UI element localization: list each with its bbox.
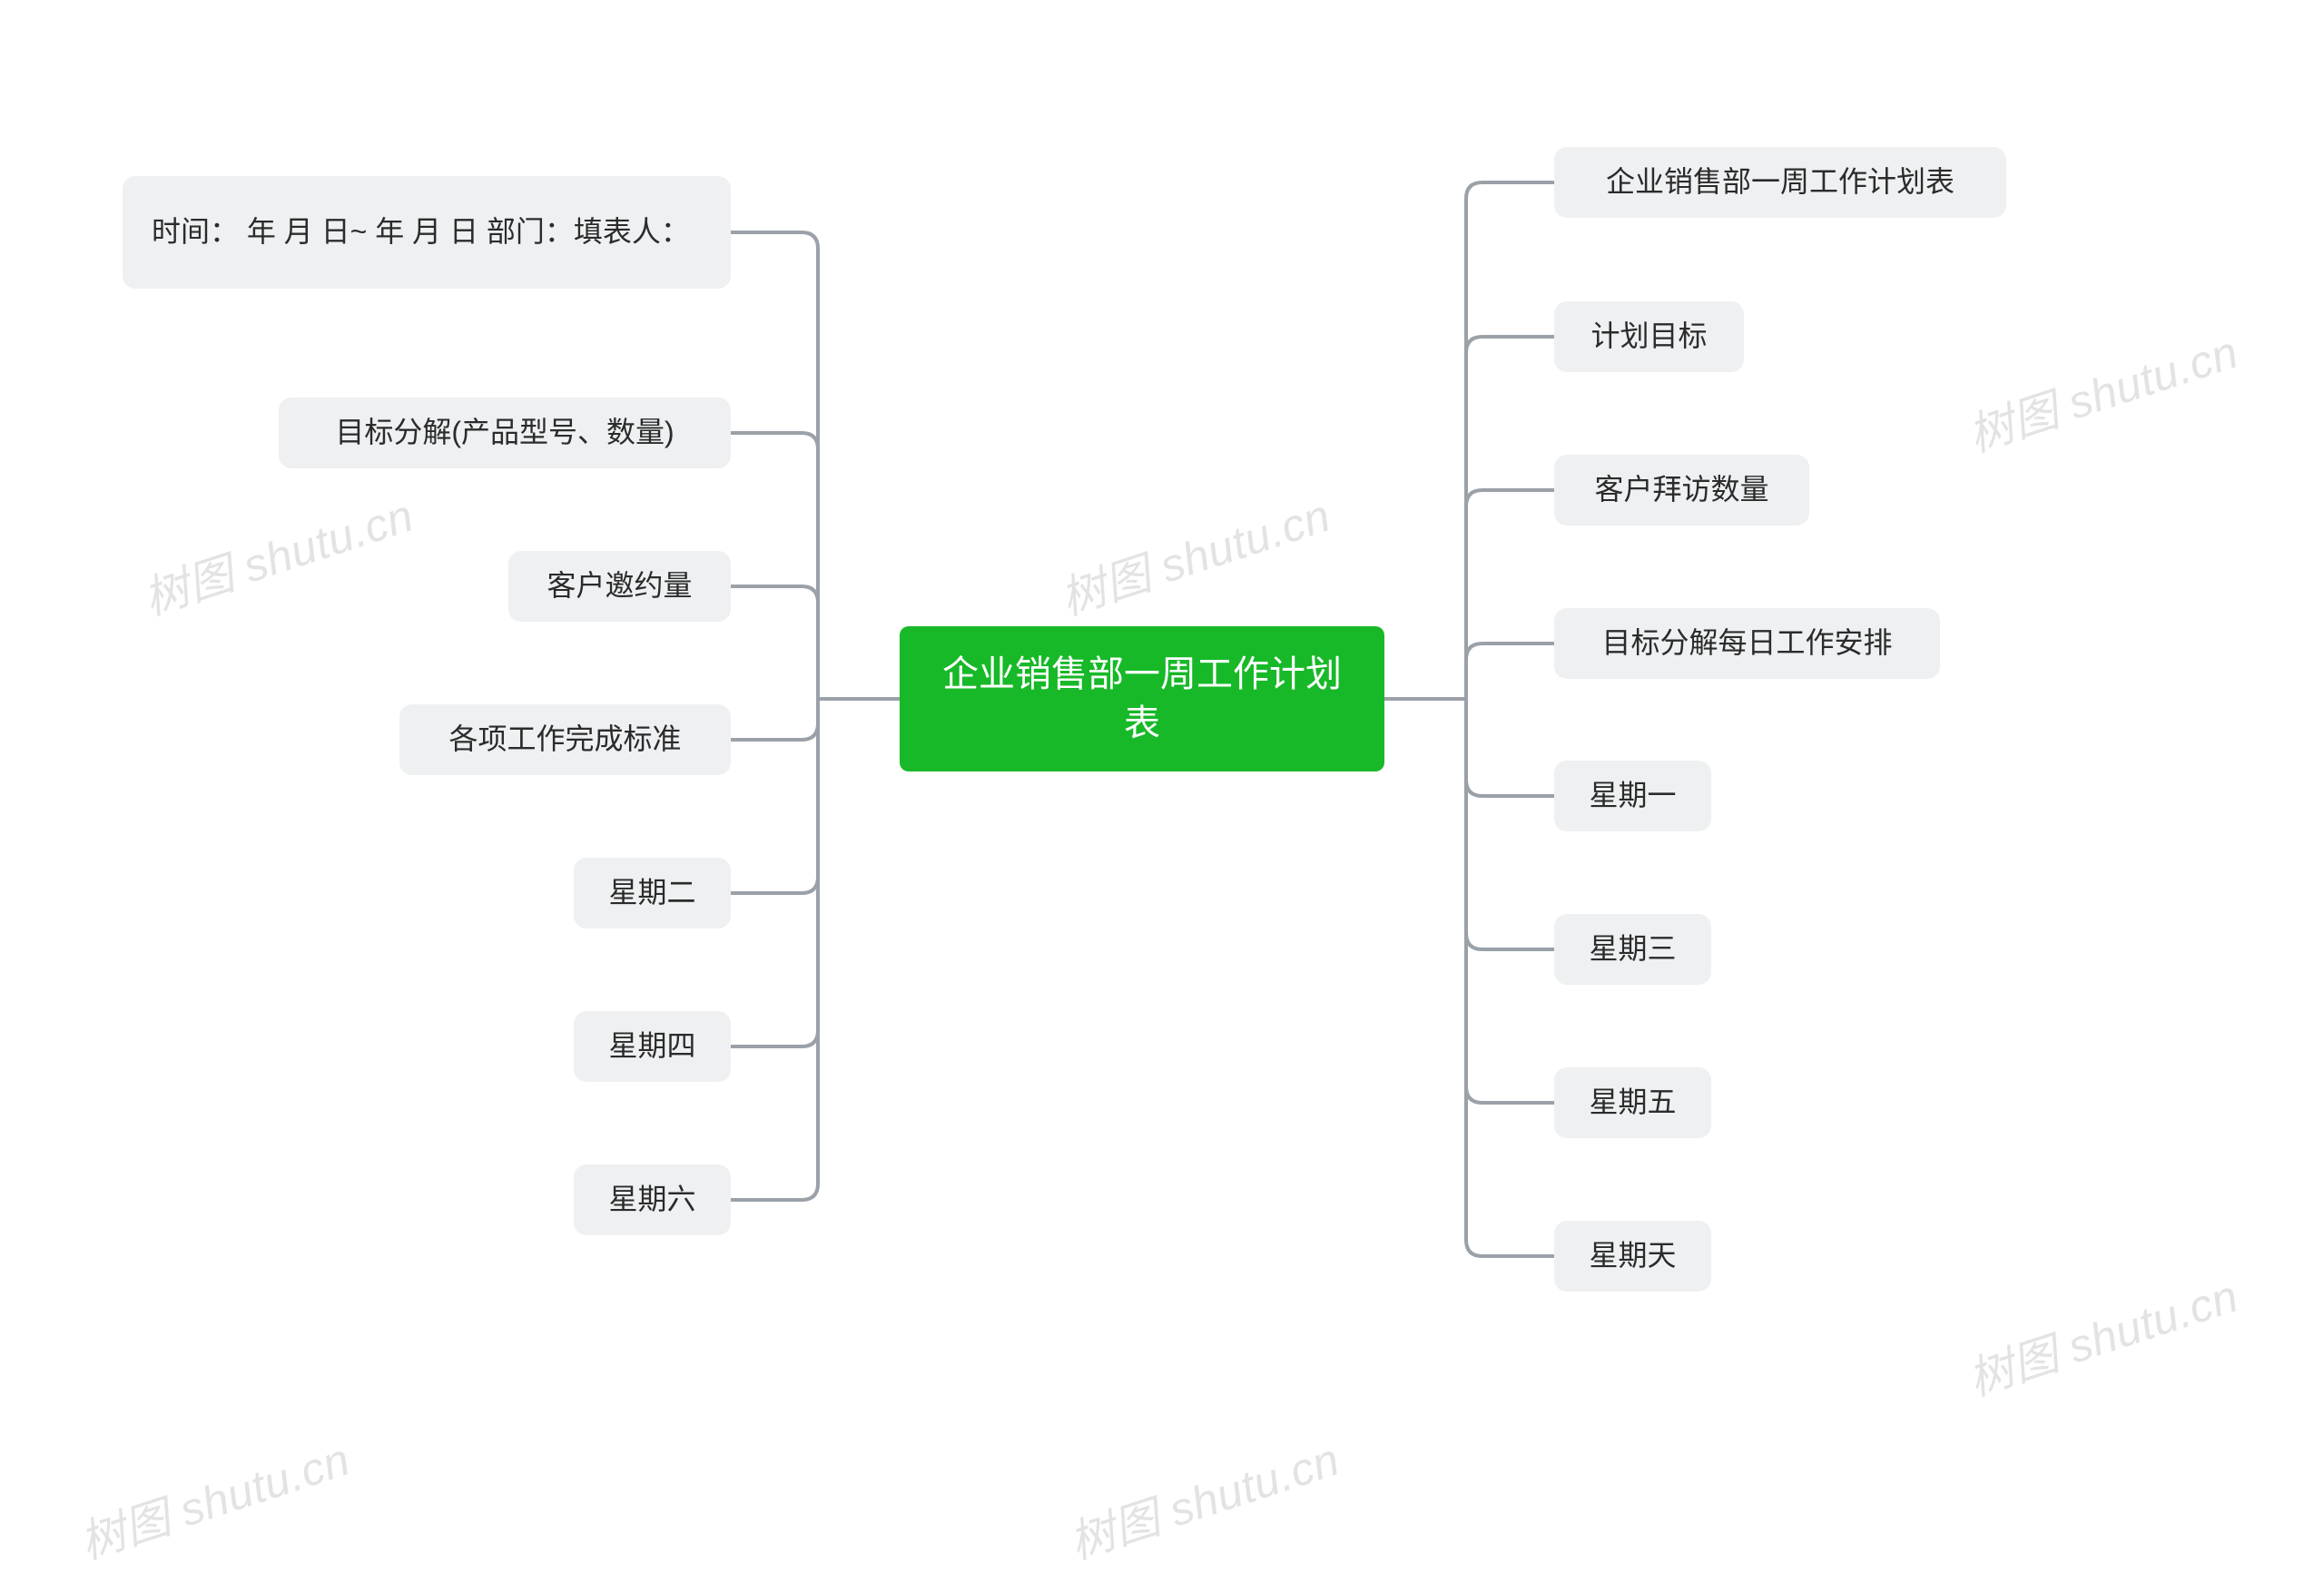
node-time-dept[interactable]: 时间： 年 月 日~ 年 月 日 部门：填表人：	[123, 176, 731, 289]
watermark: 树图 shutu.cn	[1959, 316, 2246, 465]
node-wednesday[interactable]: 星期三	[1554, 914, 1711, 985]
watermark: 树图 shutu.cn	[1051, 479, 1338, 628]
root-label: 企业销售部一周工作计划表	[929, 650, 1355, 748]
watermark: 树图 shutu.cn	[134, 479, 421, 628]
node-label: 企业销售部一周工作计划表	[1606, 162, 1955, 201]
watermark: 树图 shutu.cn	[1959, 1260, 2246, 1409]
node-saturday[interactable]: 星期六	[574, 1164, 731, 1235]
node-plan-goals[interactable]: 计划目标	[1554, 301, 1744, 372]
node-completion-standards[interactable]: 各项工作完成标准	[399, 704, 731, 775]
node-label: 时间： 年 月 日~ 年 月 日 部门：填表人：	[152, 212, 690, 251]
node-label: 星期二	[608, 873, 695, 912]
node-tuesday[interactable]: 星期二	[574, 858, 731, 928]
node-label: 计划目标	[1590, 317, 1707, 356]
node-label: 星期天	[1589, 1236, 1676, 1275]
watermark: 树图 shutu.cn	[1060, 1423, 1347, 1572]
node-daily-work[interactable]: 目标分解每日工作安排	[1554, 608, 1940, 679]
root-node[interactable]: 企业销售部一周工作计划表	[900, 626, 1384, 771]
watermark: 树图 shutu.cn	[71, 1423, 358, 1572]
node-customer-invites[interactable]: 客户邀约量	[508, 551, 731, 622]
node-label: 客户拜访数量	[1594, 470, 1768, 509]
node-label: 星期三	[1589, 929, 1676, 968]
node-customer-visits[interactable]: 客户拜访数量	[1554, 455, 1809, 526]
node-target-breakdown[interactable]: 目标分解(产品型号、数量)	[279, 398, 731, 468]
node-label: 目标分解每日工作安排	[1601, 624, 1892, 663]
node-label: 星期五	[1589, 1083, 1676, 1122]
node-thursday[interactable]: 星期四	[574, 1011, 731, 1082]
node-label: 星期四	[608, 1027, 695, 1066]
node-monday[interactable]: 星期一	[1554, 761, 1711, 831]
node-sunday[interactable]: 星期天	[1554, 1221, 1711, 1292]
mindmap-canvas: 树图 shutu.cn 树图 shutu.cn 树图 shutu.cn 树图 s…	[0, 0, 2324, 1535]
node-label: 目标分解(产品型号、数量)	[335, 413, 674, 452]
node-label: 客户邀约量	[547, 566, 692, 605]
node-label: 星期一	[1589, 776, 1676, 815]
node-label: 星期六	[608, 1180, 695, 1219]
node-weekly-plan-title[interactable]: 企业销售部一周工作计划表	[1554, 147, 2006, 218]
node-friday[interactable]: 星期五	[1554, 1067, 1711, 1138]
node-label: 各项工作完成标准	[448, 720, 681, 759]
